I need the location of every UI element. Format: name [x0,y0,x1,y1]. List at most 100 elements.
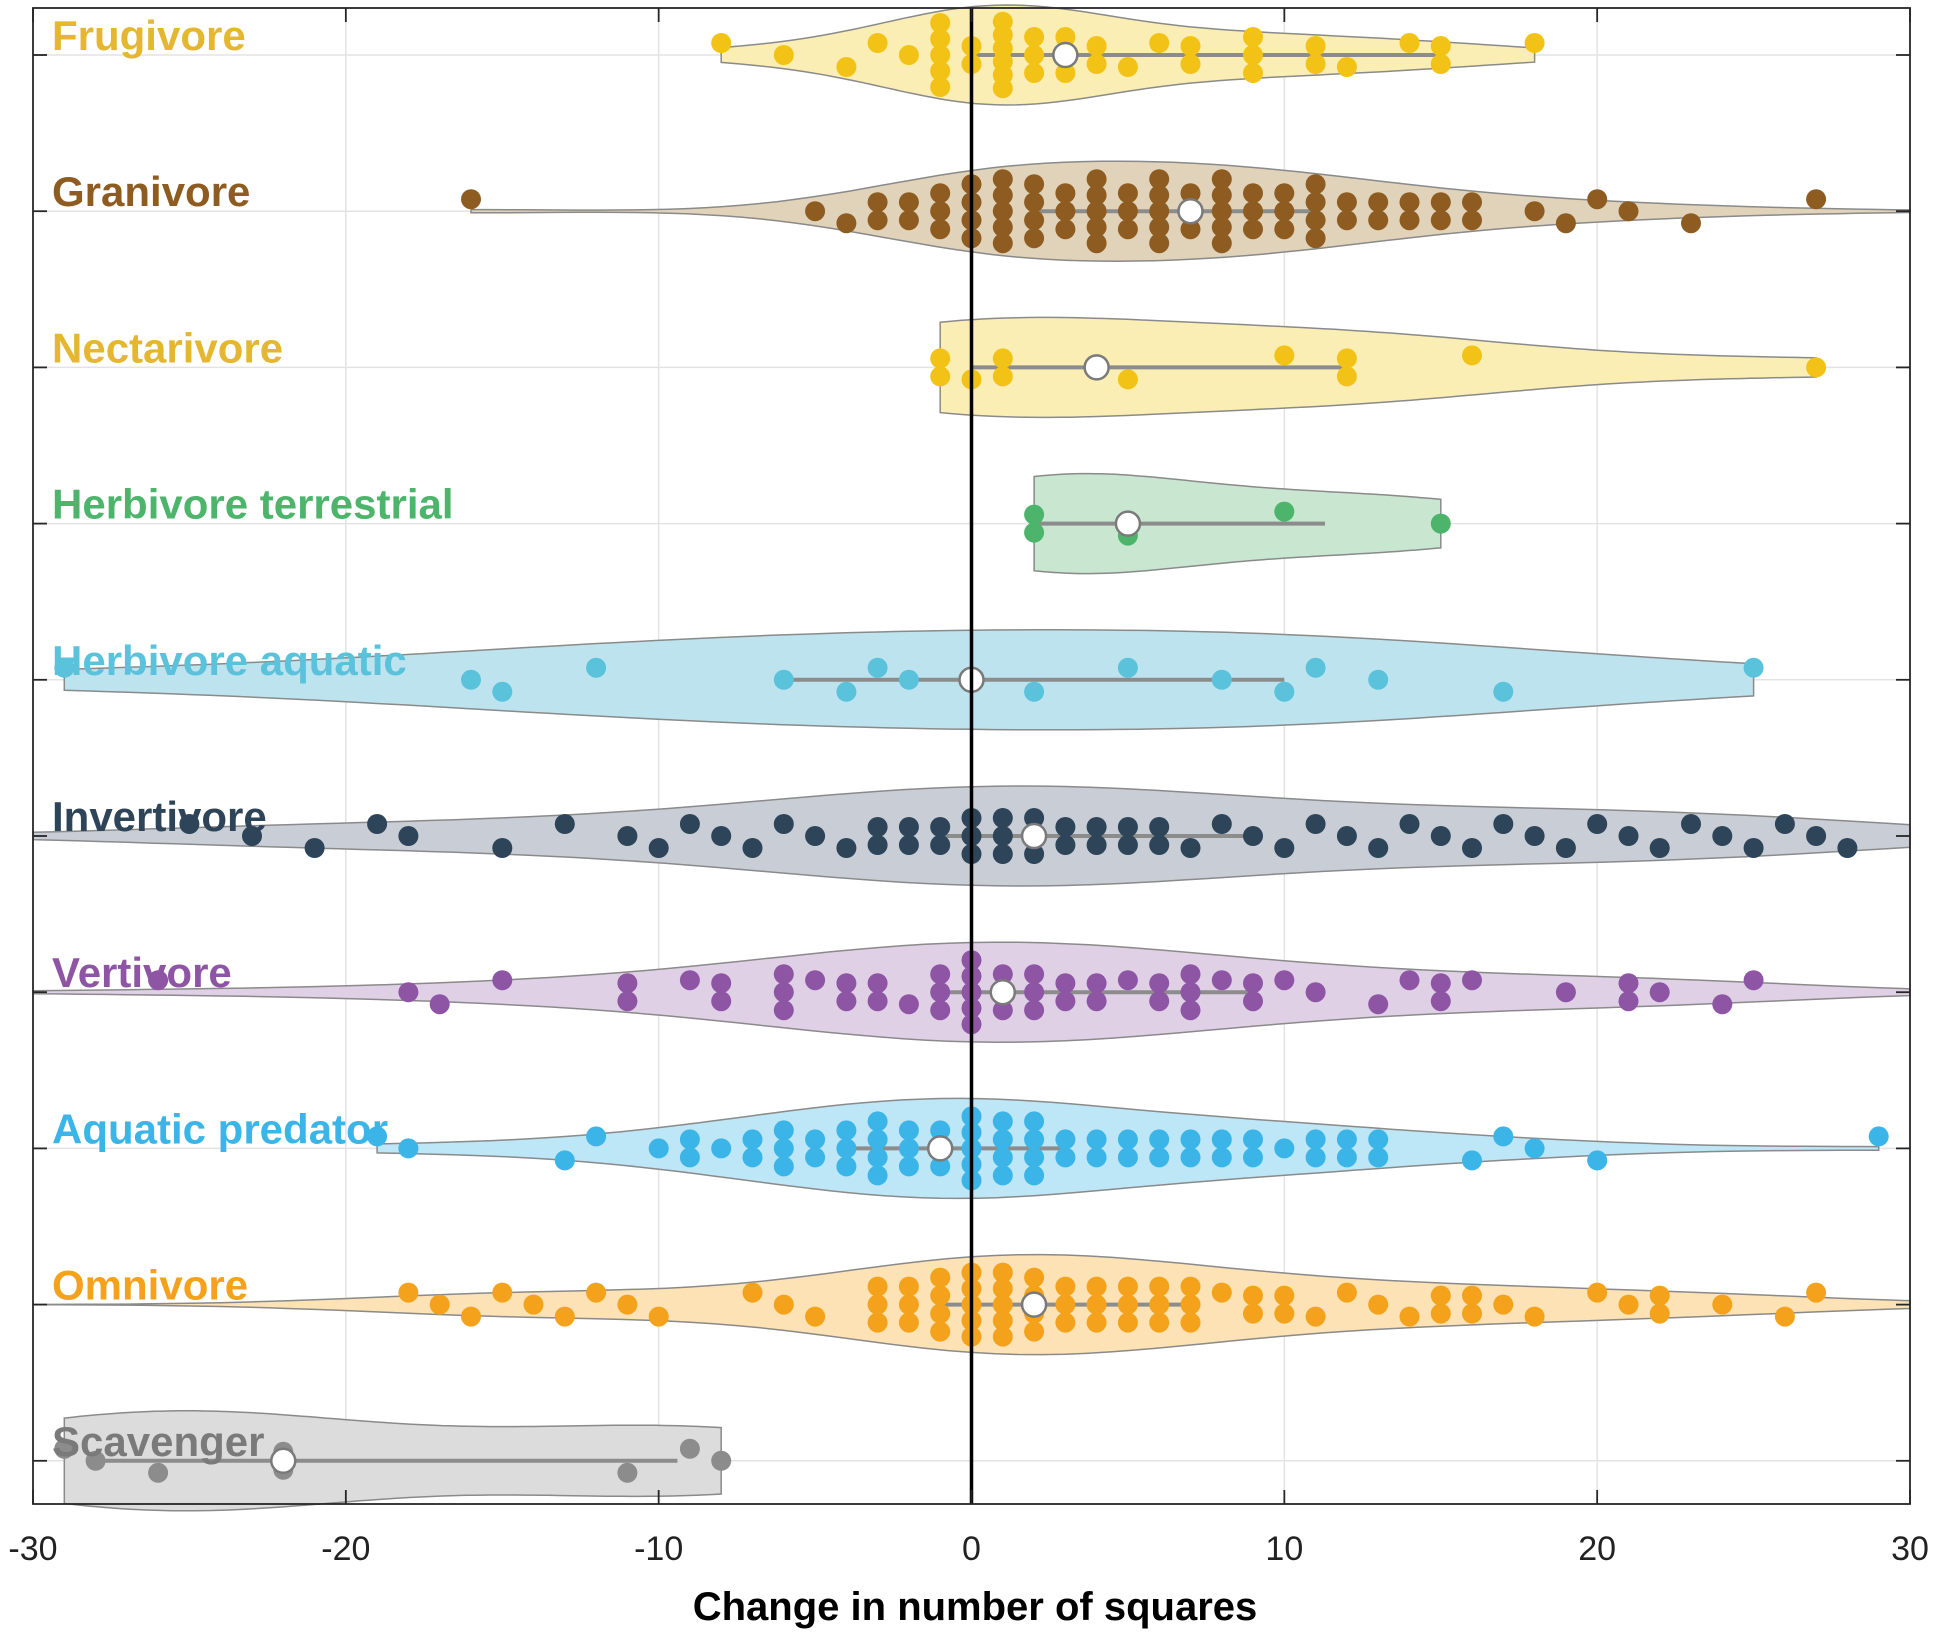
data-point [1399,1306,1420,1327]
data-point [1086,1147,1107,1168]
data-point [836,681,857,702]
data-point [304,838,325,858]
data-point [1305,982,1326,1003]
data-point [1024,681,1045,702]
data-point [836,213,857,234]
median-marker [270,1447,297,1475]
data-point [461,1306,481,1327]
data-point [1149,973,1170,994]
data-point [523,1294,544,1315]
data-point [992,233,1013,254]
data-point [898,210,919,231]
data-point [1524,33,1545,53]
data-point [1649,1285,1670,1306]
data-point [805,1306,826,1327]
data-point [1086,835,1107,855]
data-point [1211,1147,1232,1168]
data-point [1243,1303,1263,1324]
data-point [805,970,826,991]
data-point [1024,1147,1045,1168]
data-point [1086,1294,1107,1315]
data-point [1086,185,1107,206]
data-point [1180,838,1201,858]
data-point [1117,57,1138,77]
data-point [1399,192,1420,213]
data-point [1305,657,1326,678]
x-tick-label: 10 [1265,1530,1303,1568]
data-point [1055,219,1076,240]
group-label: Herbivore terrestrial [52,481,454,528]
x-tick-label: 20 [1578,1530,1616,1568]
data-point [492,681,513,702]
data-point [773,1120,794,1141]
data-point [1024,504,1045,525]
data-point [398,1282,419,1303]
data-point [1430,36,1451,56]
data-point [1211,1282,1232,1303]
data-point [1024,228,1045,249]
data-point [992,1000,1013,1021]
data-point [930,1000,951,1021]
data-point [742,1147,763,1168]
data-point [1211,201,1232,222]
data-point [1024,1267,1045,1288]
data-point [1274,681,1295,702]
data-point [1368,1147,1389,1168]
data-point [867,192,888,213]
data-point [1336,57,1357,77]
data-point [898,1276,919,1297]
data-point [679,1147,700,1168]
data-point [1243,45,1263,65]
x-tick-label: 0 [962,1530,981,1568]
data-point [711,991,732,1012]
data-point [1243,1129,1263,1150]
data-point [617,973,638,994]
data-point [1368,1129,1389,1150]
data-point [1055,973,1076,994]
data-point [1305,54,1326,74]
data-point [1086,817,1107,837]
data-point [1149,233,1170,254]
data-point [930,1120,951,1141]
data-point [1024,174,1045,195]
data-point [1399,33,1420,53]
data-point [1180,964,1201,985]
data-point [1117,369,1138,390]
data-point [930,348,951,369]
data-point [648,1306,669,1327]
data-point [898,817,919,837]
data-point [1681,213,1701,234]
data-point [1649,1303,1670,1324]
data-point [617,1462,638,1483]
data-point [992,366,1013,387]
data-point [992,1147,1013,1168]
data-point [773,45,794,65]
data-point [1430,991,1451,1012]
data-point [1180,982,1201,1003]
data-point [1243,219,1263,240]
data-point [1462,1303,1482,1324]
data-point [742,1129,763,1150]
data-point [679,1438,700,1459]
data-point [1336,210,1357,231]
data-point [1681,814,1701,834]
data-point [554,1150,575,1171]
data-point [992,78,1013,99]
data-point [1274,183,1295,204]
data-point [1493,814,1514,834]
axis-layer: -30 -20 -10 0 10 20 30 [8,7,1929,1568]
data-point [617,991,638,1012]
data-point [1055,27,1076,47]
data-point [867,1147,888,1168]
data-point [679,1129,700,1150]
data-point [148,970,169,991]
data-point [711,1138,732,1159]
data-point [367,1126,388,1147]
data-point [930,835,951,855]
data-point [1180,36,1201,56]
data-point [1180,1000,1201,1021]
data-point [805,1147,826,1168]
data-point [1649,838,1670,858]
data-point [773,669,794,690]
data-point [1149,1147,1170,1168]
